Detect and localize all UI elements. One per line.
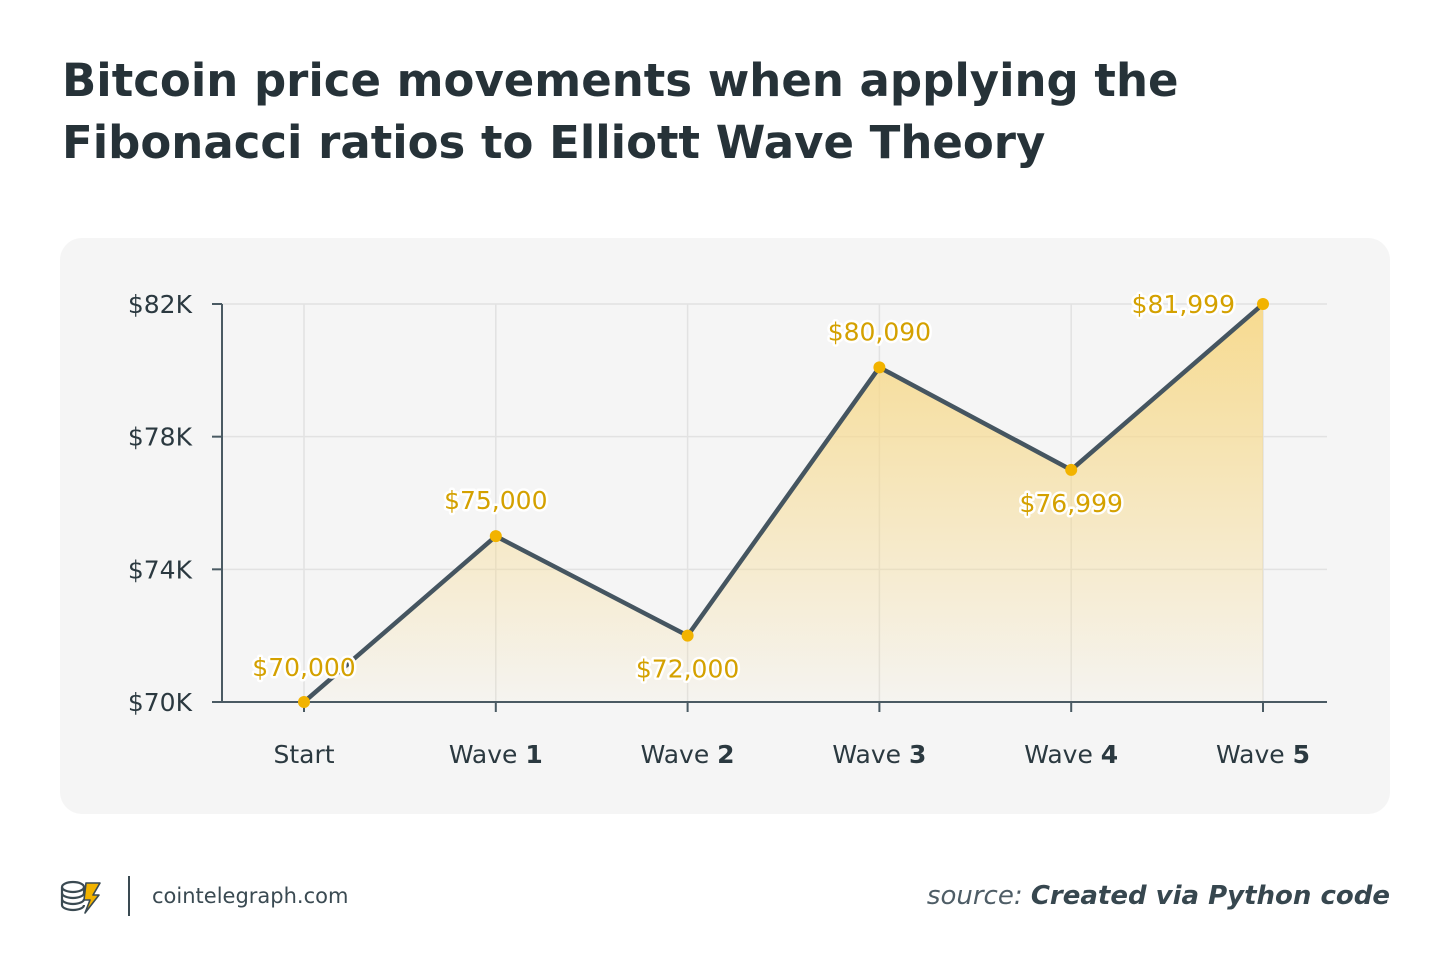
chart-panel: $70K $74K $78K $82K Start Wave 1 Wave 2 Wave 3 W… [60,238,1390,814]
data-label: $76,999 [1020,489,1123,518]
footer: cointelegraph.com source: Created via Py… [0,860,1450,940]
x-tick-label: Wave 1 [449,740,543,769]
price-line [301,301,1266,705]
data-point[interactable] [681,629,694,642]
y-tick-label: $82K [128,290,193,319]
data-label: $70,000 [252,653,355,682]
y-tick-label: $74K [128,555,193,584]
brand-link[interactable]: cointelegraph.com [152,884,349,908]
data-label: $80,090 [828,317,931,346]
data-point[interactable] [1065,463,1078,476]
source-note: source: Created via Python code [927,881,1390,911]
source-text: Created via Python code [1030,881,1390,911]
data-point[interactable] [298,696,310,708]
x-tick-label: Wave 4 [1024,740,1118,769]
source-prefix: source: [926,881,1031,911]
data-point[interactable] [873,361,886,374]
line-chart: $70K $74K $78K $82K Start Wave 1 Wave 2 Wave 3 W… [128,288,1327,769]
x-tick-label: Start [273,740,334,769]
data-label: $72,000 [636,655,739,684]
x-tick-label: Wave 3 [832,740,926,769]
data-label: $75,000 [444,486,547,515]
data-point[interactable] [489,530,502,543]
data-label: $81,999 [1132,290,1235,319]
brand-divider [128,876,130,916]
cointelegraph-logo-icon [60,880,101,914]
chart-title: Bitcoin price movements when applying th… [62,54,1179,169]
data-point[interactable] [1257,298,1269,311]
x-tick-label: Wave 5 [1216,740,1310,769]
y-tick-label: $70K [128,688,193,717]
y-tick-label: $78K [128,423,193,452]
x-tick-label: Wave 2 [641,740,735,769]
brand[interactable]: cointelegraph.com [58,875,348,917]
